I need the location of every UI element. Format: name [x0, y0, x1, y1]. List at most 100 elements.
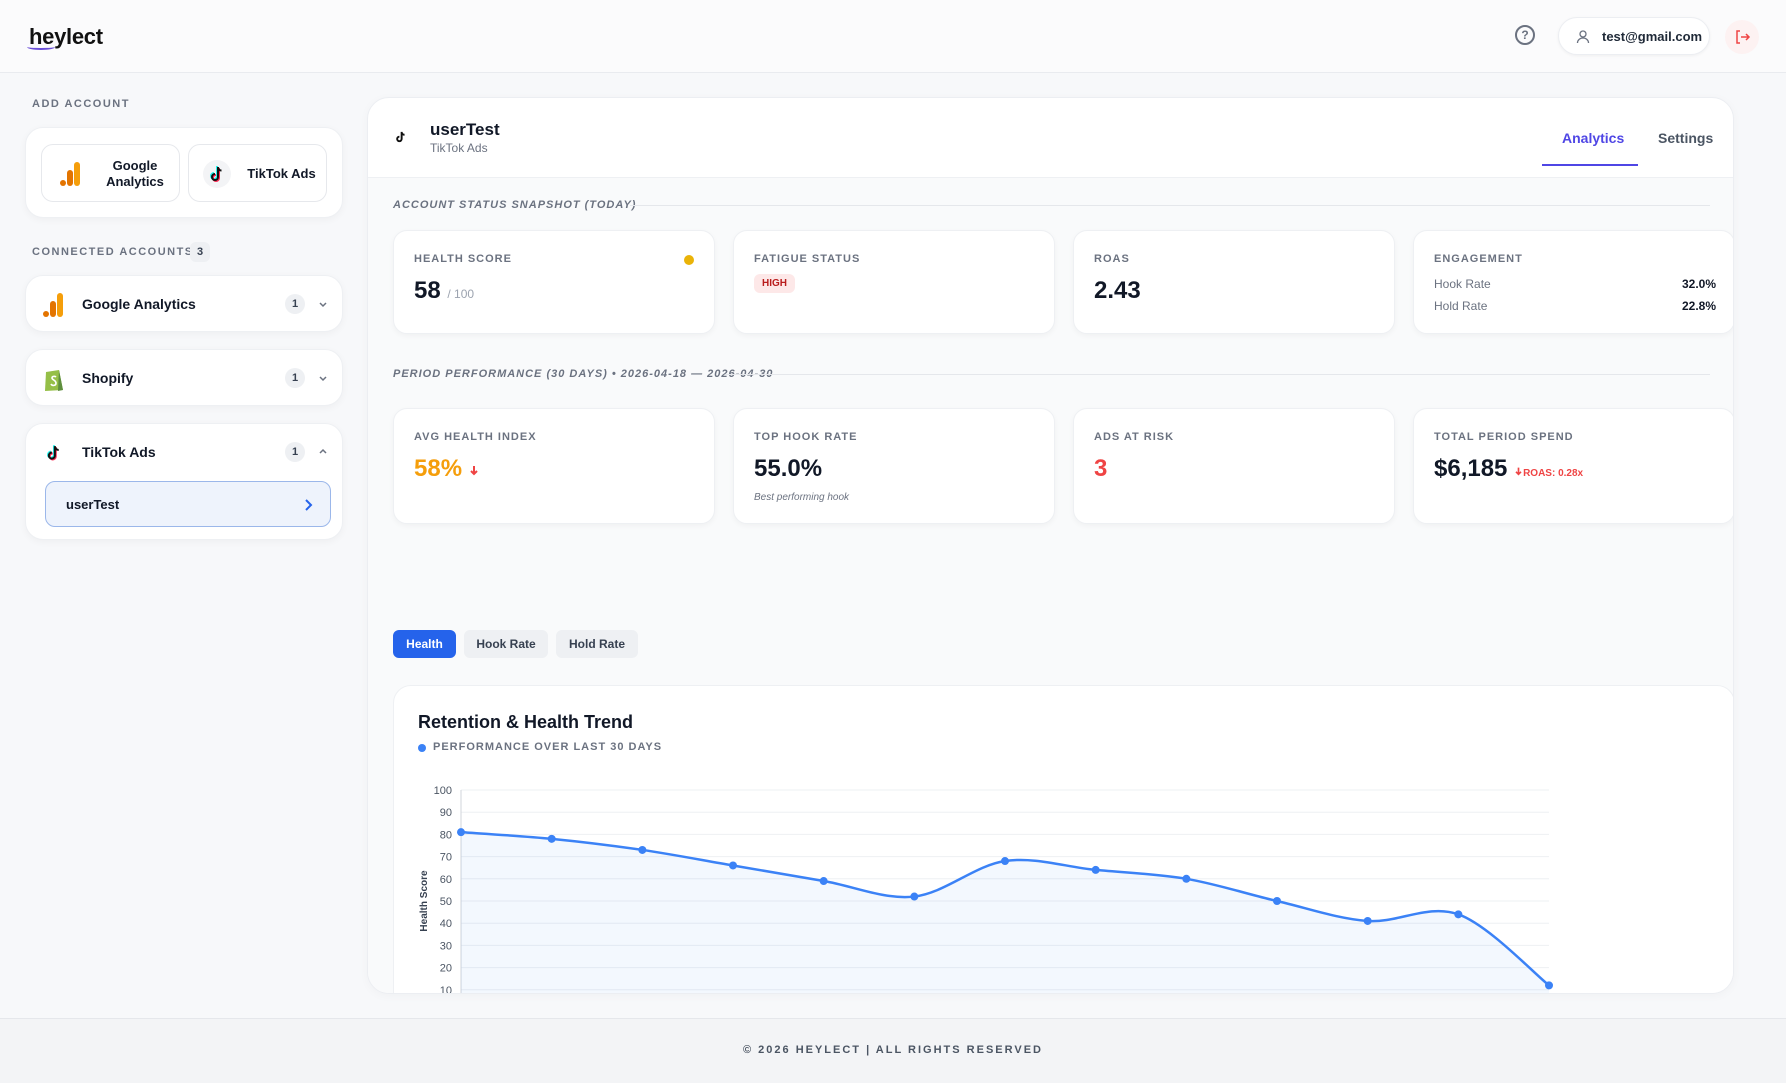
data-point	[1454, 910, 1463, 919]
trend-chart-card: Retention & Health Trend PERFORMANCE OVE…	[393, 685, 1733, 994]
connected-count-badge: 3	[190, 242, 210, 262]
y-tick-label: 50	[440, 896, 452, 908]
chart-title: Retention & Health Trend	[418, 712, 634, 732]
user-icon	[1576, 30, 1590, 44]
engagement-card: ENGAGEMENT Hook Rate 32.0% Hold Rate 22.8%	[1413, 230, 1733, 334]
metric-tab-health[interactable]: Health	[393, 630, 456, 658]
add-account-label: ADD ACCOUNT	[32, 98, 130, 110]
hook-rate-row: Hook Rate 32.0%	[1434, 277, 1716, 291]
y-tick-label: 10	[440, 985, 452, 994]
chevron-up-icon[interactable]	[318, 446, 328, 456]
user-email: test@gmail.com	[1602, 29, 1703, 44]
y-tick-label: 40	[440, 918, 452, 930]
data-point	[819, 877, 828, 886]
data-point	[1273, 897, 1281, 905]
sub-account-usertest[interactable]: userTest	[45, 481, 331, 527]
top-hook-card: TOP HOOK RATE 55.0% Best performing hook	[733, 408, 1055, 524]
help-icon[interactable]: ?	[1515, 25, 1535, 45]
sub-account-label: userTest	[66, 497, 120, 512]
tiktok-icon	[203, 160, 231, 188]
y-tick-label: 100	[434, 785, 452, 797]
add-tiktok-ads-button[interactable]: TikTok Ads	[188, 144, 327, 202]
data-point	[457, 828, 465, 837]
spend-roas-delta: ROAS: 0.28x	[1514, 467, 1583, 479]
footer: © 2026 HEYLECT | ALL RIGHTS RESERVED	[0, 1018, 1786, 1083]
account-shopify[interactable]: Shopify 1	[25, 349, 343, 406]
hold-rate-row: Hold Rate 22.8%	[1434, 299, 1716, 313]
ads-at-risk-caption: ADS AT RISK	[1094, 431, 1175, 443]
avg-health-value: 58%	[414, 455, 479, 483]
account-platform: TikTok Ads	[430, 141, 488, 155]
y-tick-label: 60	[440, 874, 452, 886]
footer-copyright: © 2026 HEYLECT | ALL RIGHTS RESERVED	[743, 1044, 1043, 1056]
account-name: TikTok Ads	[82, 444, 156, 460]
top-hook-caption: TOP HOOK RATE	[754, 431, 858, 443]
metric-tab-hold-rate[interactable]: Hold Rate	[556, 630, 638, 658]
account-title: userTest	[430, 120, 500, 139]
fatigue-status-card: FATIGUE STATUS HIGH	[733, 230, 1055, 334]
fatigue-status-badge: HIGH	[754, 274, 795, 293]
data-point	[638, 845, 647, 854]
arrow-down-icon	[1515, 467, 1522, 476]
arrow-down-icon	[470, 466, 478, 476]
ads-at-risk-card: ADS AT RISK 3	[1073, 408, 1395, 524]
avg-health-card: AVG HEALTH INDEX 58%	[393, 408, 715, 524]
data-point	[1001, 857, 1009, 866]
roas-caption: ROAS	[1094, 253, 1130, 265]
health-score-max: / 100	[447, 287, 475, 301]
active-tab-indicator	[1542, 164, 1638, 166]
data-point	[910, 892, 919, 901]
main-panel: userTest TikTok Ads Analytics Settings A…	[367, 97, 1734, 994]
chevron-down-icon[interactable]	[318, 374, 328, 384]
metric-tab-hook-rate[interactable]: Hook Rate	[464, 630, 548, 658]
logout-icon	[1736, 30, 1751, 44]
health-score-caption: HEALTH SCORE	[414, 253, 512, 265]
add-account-card: Google Analytics TikTok Ads	[25, 127, 343, 218]
account-google-analytics[interactable]: Google Analytics 1	[25, 275, 343, 332]
top-hook-note: Best performing hook	[754, 492, 850, 503]
y-tick-label: 30	[440, 940, 452, 952]
chevron-down-icon[interactable]	[318, 300, 328, 310]
user-menu-button[interactable]: test@gmail.com	[1558, 17, 1710, 55]
data-point	[729, 861, 737, 870]
add-google-analytics-label: Google Analytics	[106, 158, 164, 189]
series-area	[461, 832, 1549, 993]
avg-health-caption: AVG HEALTH INDEX	[414, 431, 537, 443]
top-bar: heylect ? test@gmail.com	[0, 0, 1786, 73]
hold-rate-value: 22.8%	[1681, 299, 1716, 313]
chevron-right-icon	[305, 499, 313, 511]
chart-subtitle: PERFORMANCE OVER LAST 30 DAYS	[433, 741, 663, 753]
hook-rate-value: 32.0%	[1681, 277, 1716, 291]
y-tick-label: 70	[440, 852, 452, 864]
top-hook-value: 55.0%	[754, 455, 823, 482]
logout-button[interactable]	[1725, 20, 1759, 54]
period-section-label: PERIOD PERFORMANCE (30 DAYS) • 2026-04-1…	[393, 368, 774, 380]
data-point	[1182, 874, 1191, 883]
divider	[630, 205, 1710, 206]
health-score-value: 58 / 100	[414, 277, 475, 304]
divider	[725, 374, 1710, 375]
ads-at-risk-value: 3	[1094, 455, 1108, 482]
google-analytics-icon	[43, 293, 63, 317]
data-point	[1545, 981, 1553, 990]
total-spend-card: TOTAL PERIOD SPEND $6,185 ROAS: 0.28x	[1413, 408, 1733, 524]
account-count-badge: 1	[285, 294, 305, 314]
tab-settings[interactable]: Settings	[1658, 130, 1714, 146]
y-tick-label: 80	[440, 829, 452, 841]
account-name: Google Analytics	[82, 296, 196, 312]
add-tiktok-ads-label: TikTok Ads	[247, 166, 316, 181]
roas-value: 2.43	[1094, 277, 1141, 304]
add-google-analytics-button[interactable]: Google Analytics	[41, 144, 180, 202]
tab-analytics[interactable]: Analytics	[1562, 130, 1625, 146]
y-axis-label: Health Score	[419, 870, 430, 932]
engagement-caption: ENGAGEMENT	[1434, 253, 1523, 265]
data-point	[1363, 916, 1372, 925]
total-spend-value: $6,185 ROAS: 0.28x	[1434, 455, 1584, 482]
analytics-content: ACCOUNT STATUS SNAPSHOT (TODAY) HEALTH S…	[368, 178, 1733, 994]
y-tick-label: 20	[440, 963, 452, 975]
health-score-card: HEALTH SCORE 58 / 100	[393, 230, 715, 334]
total-spend-caption: TOTAL PERIOD SPEND	[1434, 431, 1574, 443]
data-point	[547, 834, 556, 843]
shopify-icon	[45, 370, 63, 391]
